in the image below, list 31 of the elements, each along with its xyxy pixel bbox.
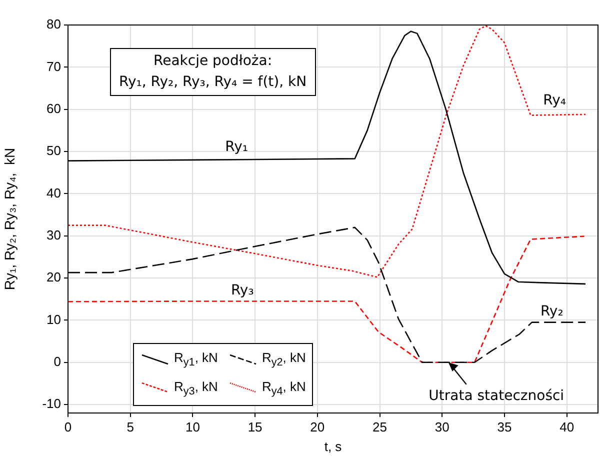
annotation: Ry₄ — [543, 92, 566, 109]
x-tick-label: 25 — [372, 419, 387, 434]
y-tick-label: 70 — [46, 58, 61, 74]
x-tick-label: 40 — [560, 419, 574, 434]
legend-label: R$_{y3}$, kN — [174, 378, 218, 398]
y-tick-label: 60 — [46, 100, 61, 116]
x-tick-label: 5 — [126, 419, 134, 434]
legend-label: R$_{y2}$, kN — [262, 350, 306, 369]
x-tick-label: 0 — [64, 419, 72, 434]
y-tick-label: 20 — [46, 270, 61, 285]
annotation: Ry₃ — [230, 282, 254, 298]
annotation: Utrata stateczności — [428, 388, 564, 404]
x-tick-label: 15 — [248, 419, 262, 434]
y-tick-label: 40 — [46, 185, 61, 200]
annotation: Ry₁ — [225, 138, 248, 155]
y-tick-label: 50 — [46, 143, 61, 158]
x-axis-title: t, s — [324, 438, 342, 454]
y-tick-label: 10 — [46, 312, 61, 327]
legend-label: R$_{y1}$, kN — [174, 350, 218, 369]
x-tick-label: 35 — [497, 419, 512, 434]
y-tick-label: -10 — [42, 396, 61, 412]
legend-label: R$_{y4}$, kN — [262, 378, 306, 398]
annotation: Ry₂ — [540, 303, 564, 320]
y-tick-label: 30 — [46, 227, 61, 242]
title-box: Reakcje podłoża: Ry₁, Ry₂, Ry₃, Ry₄ = f(t), kN — [110, 48, 316, 96]
x-tick-label: 20 — [310, 419, 325, 434]
y-tick-label: 80 — [46, 16, 61, 32]
y-tick-label: 0 — [54, 354, 61, 369]
y-axis-title: Ry₁, Ry₂, Ry₃, Ry₄, kN — [1, 148, 18, 290]
x-tick-label: 30 — [434, 419, 450, 434]
x-tick-label: 10 — [185, 419, 200, 434]
